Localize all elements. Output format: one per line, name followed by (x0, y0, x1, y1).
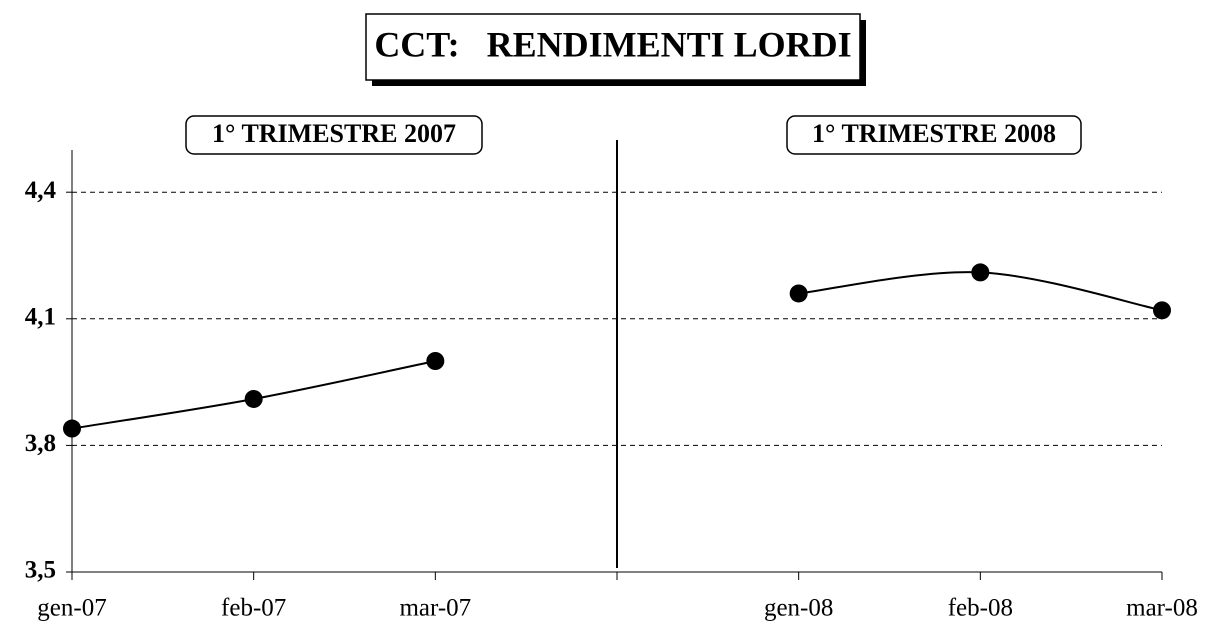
marker (789, 284, 808, 303)
annotation-box (786, 115, 1082, 155)
x-tick-label: feb-08 (948, 595, 1013, 622)
marker (63, 419, 81, 438)
y-tick-label: 4,4 (25, 177, 57, 204)
marker (1153, 301, 1171, 320)
annotation-box (185, 115, 483, 155)
x-tick-label: gen-08 (764, 595, 833, 622)
annotation: 1° TRIMESTRE 2007 (212, 119, 456, 148)
y-tick-label: 3,5 (25, 557, 56, 584)
title-box (365, 13, 861, 81)
marker (971, 263, 990, 282)
x-tick-label: mar-07 (399, 595, 471, 622)
y-tick-label: 4,1 (25, 304, 56, 331)
x-tick-label: feb-07 (221, 595, 286, 622)
x-tick-label: mar-08 (1126, 595, 1198, 622)
marker (244, 389, 263, 408)
chart-title: CCT: RENDIMENTI LORDI (374, 24, 851, 64)
y-tick-label: 3,8 (25, 430, 56, 457)
x-tick-label: gen-07 (37, 595, 106, 622)
annotation: 1° TRIMESTRE 2008 (812, 119, 1056, 148)
marker (426, 352, 445, 370)
